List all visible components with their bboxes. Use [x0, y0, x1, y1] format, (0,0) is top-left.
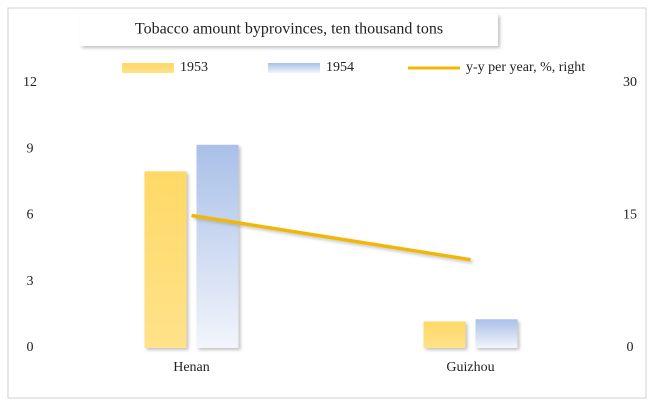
y-tick-label: 3 [27, 274, 34, 289]
legend-swatch [122, 63, 174, 73]
legend-label: 1954 [326, 60, 354, 75]
legend-label: y-y per year, %, right [466, 60, 585, 75]
bar [144, 171, 187, 348]
bar [196, 144, 239, 348]
y-tick-label: 9 [27, 141, 34, 156]
chart-border [7, 7, 647, 399]
y-tick-label: 12 [23, 75, 37, 90]
line [191, 213, 471, 262]
legend-label: 1953 [180, 60, 208, 75]
y-tick-label: 6 [27, 208, 34, 223]
x-tick-label: Henan [173, 360, 210, 375]
chart-title: Tobacco amount byprovinces, ten thousand… [135, 21, 443, 38]
y2-tick-label: 0 [627, 340, 634, 355]
legend-swatch [268, 63, 320, 73]
bar [475, 319, 518, 348]
y2-tick-label: 30 [623, 75, 637, 90]
bar [423, 321, 466, 348]
x-tick-label: Guizhou [446, 360, 494, 375]
title-box [80, 14, 498, 46]
y2-tick-label: 15 [623, 208, 637, 223]
y-tick-label: 0 [27, 340, 34, 355]
